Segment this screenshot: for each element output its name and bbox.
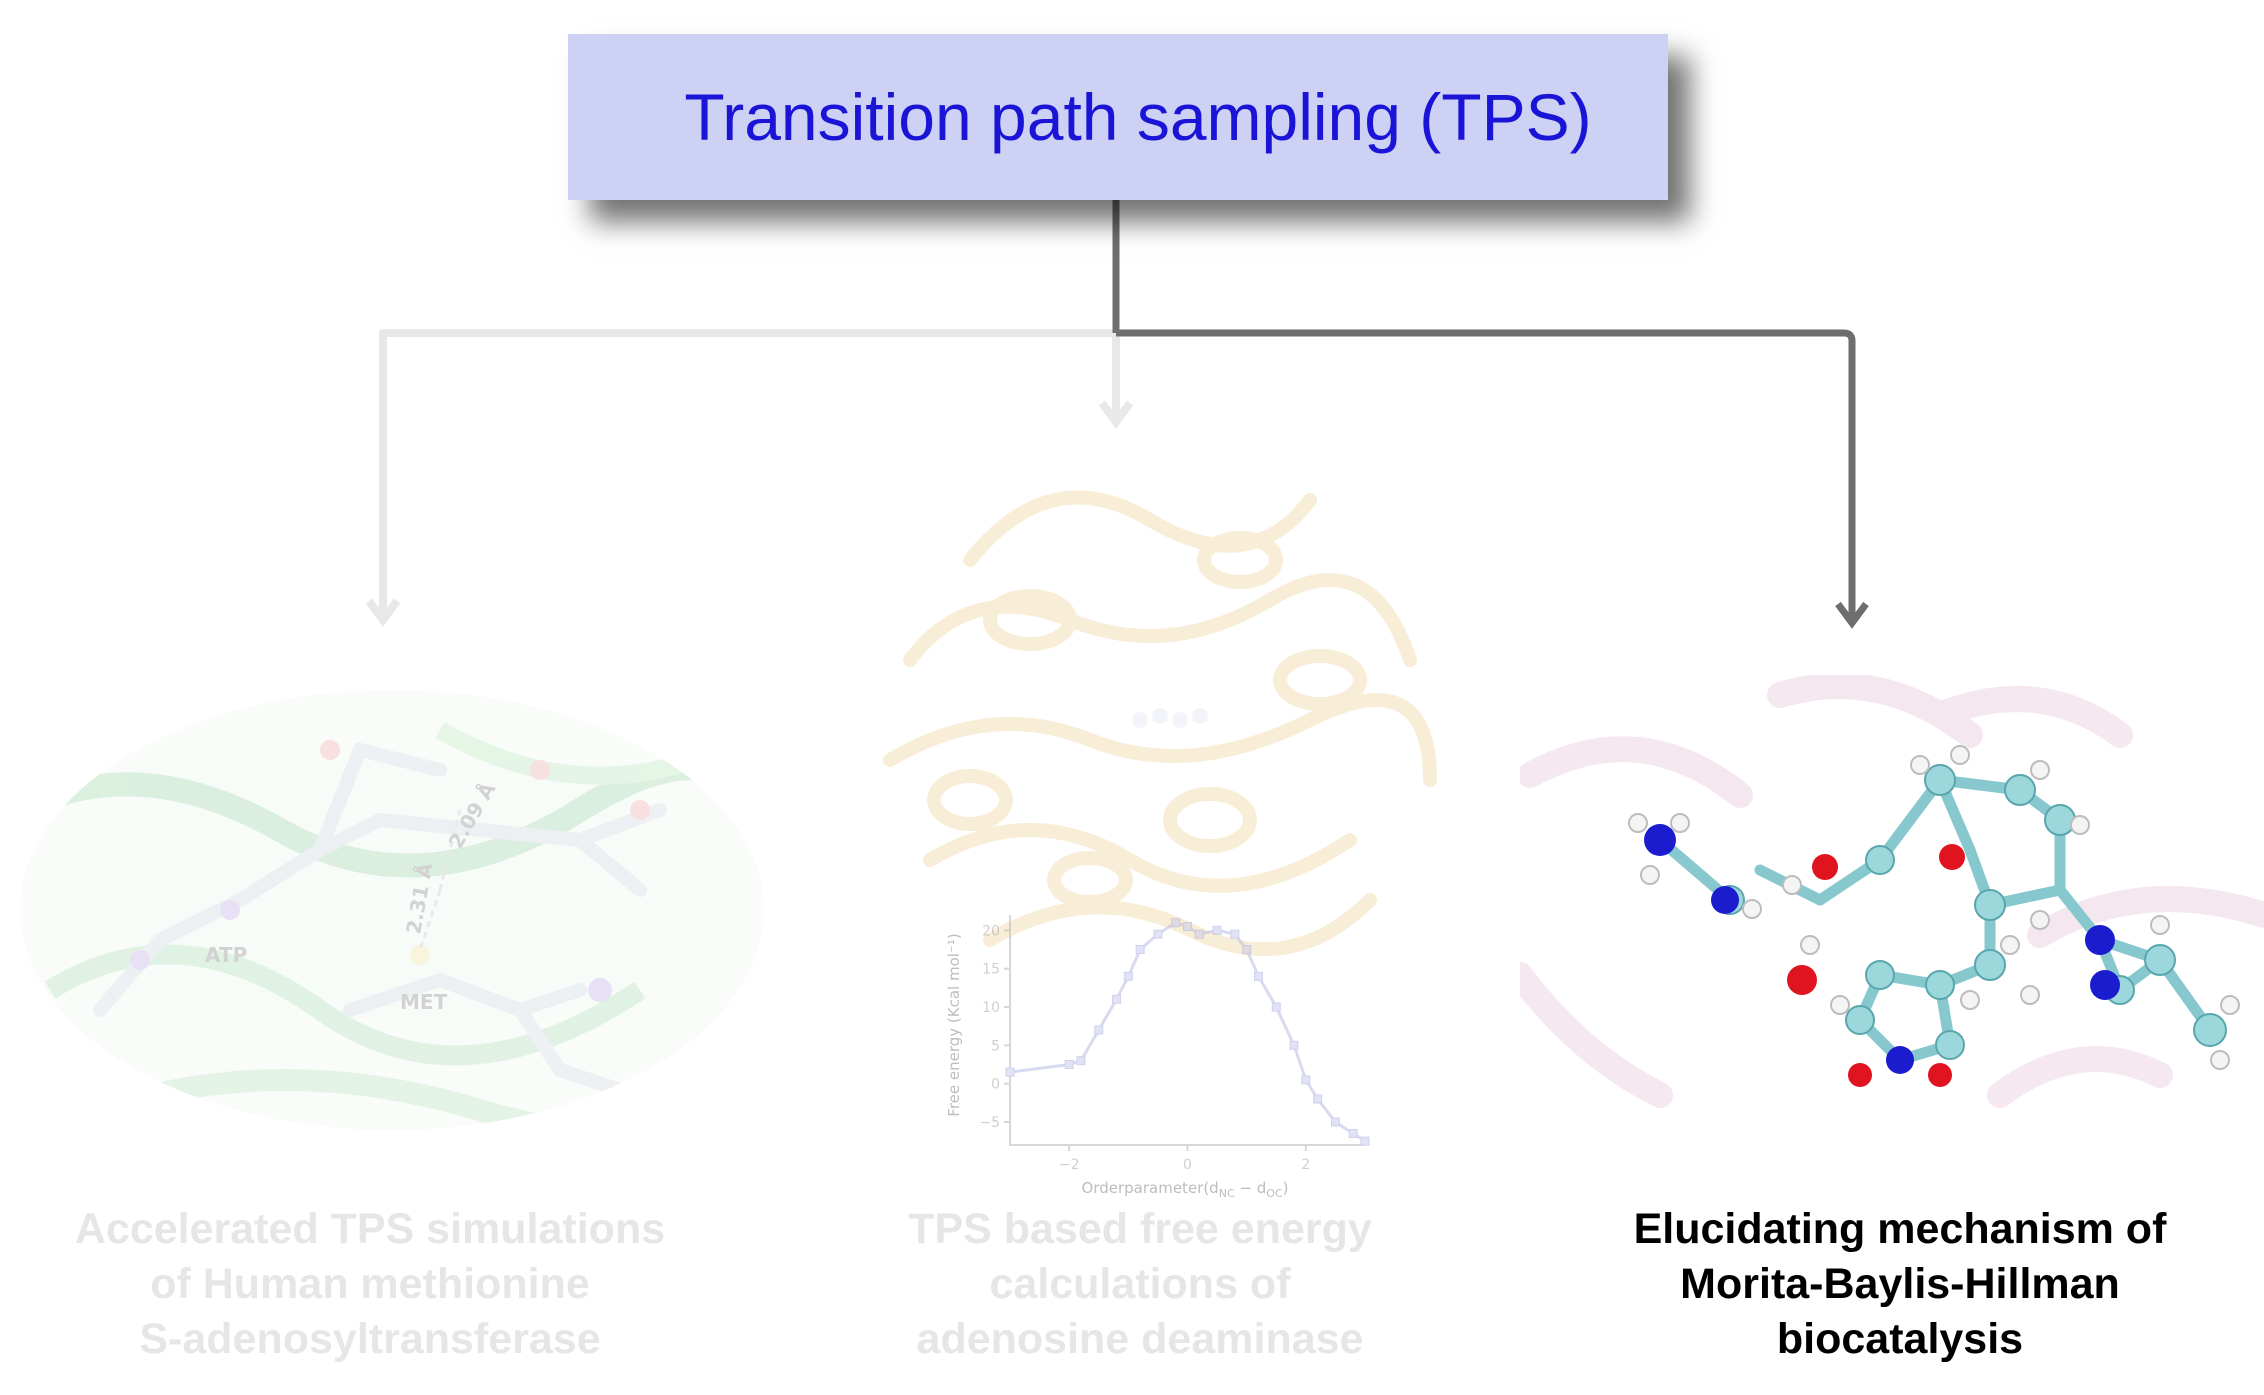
title-text: Transition path sampling (TPS) [684, 80, 1592, 154]
caption-left-line-2: of Human methionine [150, 1260, 590, 1308]
y-tick-label: 20 [982, 923, 1000, 939]
y-tick-label: 10 [982, 1000, 1000, 1016]
caption-middle-line-3: adenosine deaminase [916, 1315, 1364, 1363]
free-energy-point [1094, 1025, 1104, 1035]
x-tick-label: 0 [1183, 1157, 1192, 1173]
panel-middle-protein [883, 490, 1437, 957]
panel-left-structure: 2.09 Å 2.31 Å ATP MET [20, 690, 764, 1130]
free-energy-point [1153, 929, 1163, 939]
free-energy-point [1301, 1075, 1311, 1085]
chart-axes [1009, 915, 1365, 1146]
caption-left: Accelerated TPS simulations of Human met… [30, 1202, 710, 1367]
free-energy-point [1135, 945, 1145, 954]
free-energy-point [1330, 1117, 1340, 1127]
arrowhead-right [1835, 601, 1869, 629]
chart-ylabel: Free energy (Kcal mol⁻¹) [945, 933, 963, 1116]
free-energy-series-line [1009, 921, 1366, 1143]
connector-left [379, 329, 1116, 615]
caption-left-line-1: Accelerated TPS simulations [74, 1205, 666, 1253]
caption-right-line-2: Morita-Baylis-Hillman [1680, 1260, 2120, 1308]
y-tick-label: 5 [991, 1038, 1000, 1054]
y-tick-label: 0 [991, 1077, 1000, 1093]
free-energy-point [1183, 922, 1192, 931]
free-energy-point [1254, 971, 1263, 981]
free-energy-point [1194, 929, 1204, 939]
free-energy-point [1230, 929, 1240, 939]
free-energy-point [1005, 1067, 1015, 1077]
caption-right-line-3: biocatalysis [1776, 1315, 2024, 1363]
free-energy-point [1289, 1040, 1299, 1050]
caption-right: Elucidating mechanism of Morita-Baylis-H… [1560, 1202, 2240, 1367]
connector-right [1116, 329, 1856, 618]
x-tick-label: −2 [1059, 1157, 1080, 1173]
x-tick-label: 2 [1301, 1157, 1310, 1173]
chart-xlabel: Orderparameter(dNC − dOC) [1082, 1179, 1289, 1200]
caption-middle-line-2: calculations of [989, 1260, 1291, 1308]
free-energy-point [1112, 994, 1121, 1004]
free-energy-point [1271, 1002, 1281, 1012]
ligand-label-atp: ATP [205, 943, 247, 967]
free-energy-point [1360, 1136, 1370, 1146]
arrowhead-left [365, 598, 401, 627]
free-energy-point [1313, 1094, 1323, 1104]
ligand-label-met: MET [400, 990, 448, 1014]
free-energy-point [1076, 1056, 1086, 1066]
y-tick-label: 15 [982, 962, 1000, 978]
caption-left-line-3: S-adenosyltransferase [139, 1315, 601, 1363]
title-box: Transition path sampling (TPS) [568, 34, 1668, 200]
caption-middle-line-1: TPS based free energy [908, 1205, 1372, 1253]
panel-right-molecule [1520, 675, 2264, 1108]
arrowhead-middle [1098, 400, 1134, 429]
y-tick-label: −5 [979, 1115, 1000, 1131]
free-energy-point [1212, 925, 1222, 935]
free-energy-point [1242, 945, 1252, 954]
free-energy-point [1171, 918, 1181, 928]
caption-middle: TPS based free energy calculations of ad… [820, 1202, 1460, 1367]
free-energy-point [1064, 1060, 1074, 1069]
free-energy-point [1348, 1129, 1358, 1138]
caption-right-line-1: Elucidating mechanism of [1633, 1205, 2167, 1253]
free-energy-point [1123, 971, 1133, 981]
